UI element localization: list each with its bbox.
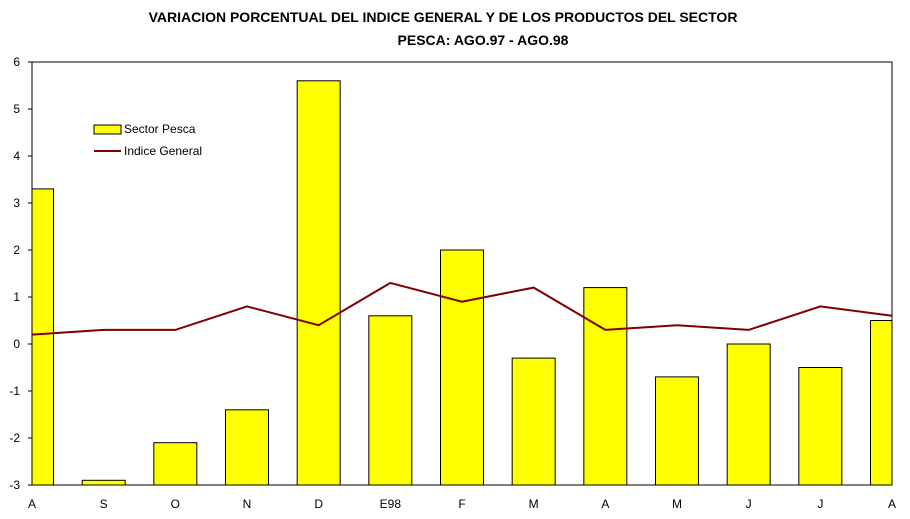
y-tick-label: -3 — [9, 478, 20, 492]
bar-sector-pesca-10 — [726, 343, 771, 485]
bar-sector-pesca-5 — [368, 315, 413, 485]
bar-sector-pesca-12 — [870, 320, 892, 485]
x-axis-labels: A S O N D E98 F M A M J J A — [28, 497, 896, 511]
y-tick-label: -2 — [9, 431, 20, 445]
legend-label-indice-general: Indice General — [124, 144, 202, 158]
bar-sector-pesca-0 — [32, 188, 54, 485]
line-series-indice-general — [31, 281, 893, 336]
chart-title-line1: VARIACION PORCENTUAL DEL INDICE GENERAL … — [148, 9, 738, 25]
x-tick-label: A — [888, 497, 896, 511]
bar-sector-pesca-7 — [511, 357, 556, 485]
y-tick-label: 1 — [13, 290, 20, 304]
legend: Sector Pesca Indice General — [93, 122, 202, 158]
y-tick-label: -1 — [9, 384, 20, 398]
bar-series-sector-pesca — [32, 80, 892, 485]
y-tick-label: 6 — [13, 55, 20, 69]
x-tick-label: A — [601, 497, 609, 511]
x-tick-label: M — [672, 497, 682, 511]
bar-sector-pesca-9 — [655, 376, 699, 485]
y-tick-label: 2 — [13, 243, 20, 257]
bar-sector-pesca-1 — [81, 479, 126, 485]
legend-label-sector-pesca: Sector Pesca — [124, 122, 196, 136]
bar-sector-pesca-6 — [440, 249, 484, 485]
x-tick-label: J — [817, 497, 823, 511]
y-tick-label: 0 — [13, 337, 20, 351]
x-tick-label: J — [746, 497, 752, 511]
legend-swatch-sector-pesca — [93, 124, 122, 135]
x-tick-label: S — [100, 497, 108, 511]
bar-sector-pesca-2 — [153, 442, 198, 485]
y-tick-label: 5 — [13, 102, 20, 116]
x-tick-label: M — [529, 497, 539, 511]
x-tick-label: F — [458, 497, 465, 511]
x-tick-label: A — [28, 497, 36, 511]
x-tick-label: N — [243, 497, 252, 511]
bar-sector-pesca-8 — [583, 287, 628, 485]
y-axis-labels: 6 5 4 3 2 1 0 -1 -2 -3 — [9, 55, 20, 492]
plot-frame — [28, 61, 893, 486]
bar-sector-pesca-3 — [225, 409, 269, 485]
chart-title-line2: PESCA: AGO.97 - AGO.98 — [397, 32, 569, 48]
plot-border — [31, 61, 893, 486]
y-tick-label: 3 — [13, 196, 20, 210]
x-tick-label: D — [314, 497, 323, 511]
bar-sector-pesca-4 — [296, 80, 341, 485]
x-tick-label: E98 — [380, 497, 402, 511]
x-tick-label: O — [171, 497, 180, 511]
y-tick-label: 4 — [13, 149, 20, 163]
bar-sector-pesca-11 — [798, 367, 843, 485]
